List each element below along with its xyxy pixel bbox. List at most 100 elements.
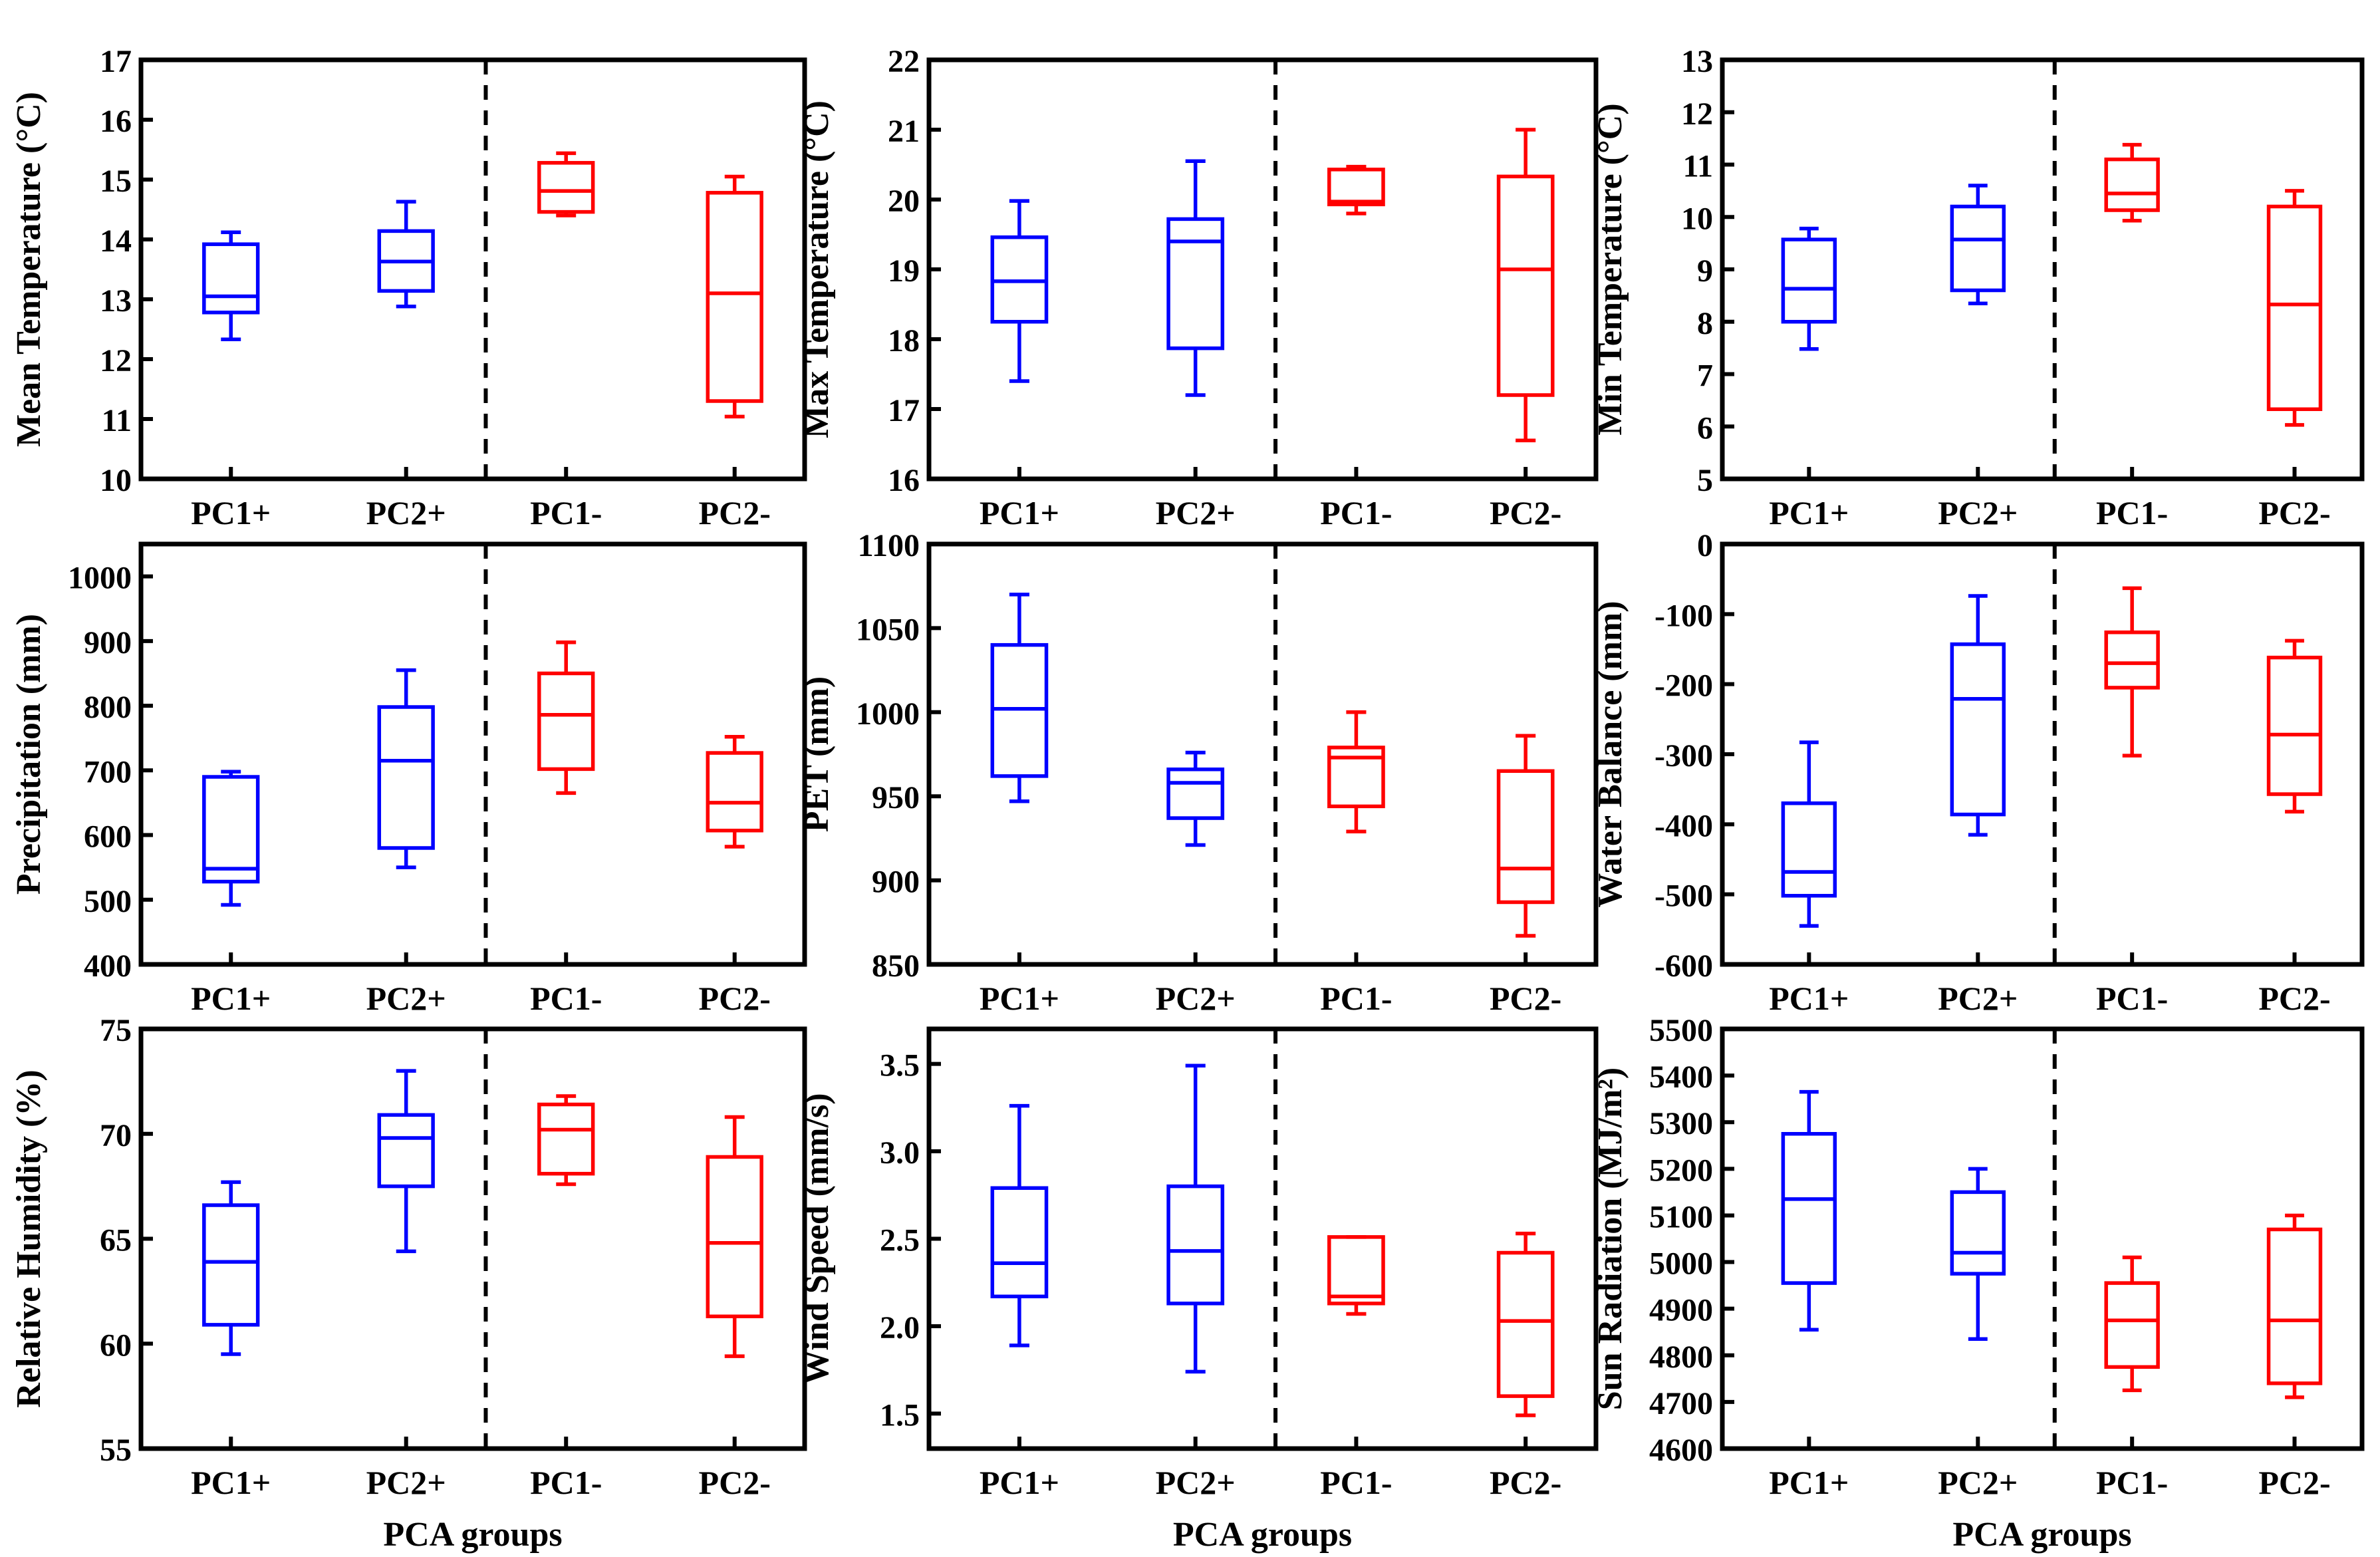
x-tick-label: PC1-: [1320, 494, 1392, 531]
x-tick-label: PC1-: [530, 980, 602, 1017]
y-axis-label: Wind Speed (mm/s): [798, 1093, 836, 1384]
x-axis-label: PCA groups: [383, 1516, 562, 1554]
y-tick-label: 75: [100, 1013, 132, 1048]
box-PC1+: [1781, 226, 1837, 351]
iqr-box: [537, 1102, 595, 1176]
x-tick-label: PC1-: [530, 1464, 602, 1501]
box-PC1+: [202, 770, 260, 907]
y-tick-label: 16: [100, 104, 132, 139]
y-tick-label: 7: [1697, 358, 1713, 394]
box-PC2-: [2266, 189, 2323, 427]
y-tick-label: 1000: [68, 561, 132, 596]
iqr-box: [706, 1155, 763, 1318]
y-tick-label: 16: [888, 463, 920, 498]
iqr-box: [202, 242, 260, 315]
y-tick-label: 13: [100, 283, 132, 319]
chart-panel-4: 400 500 600 700 800 900 1000 PC1+ PC2+ PC1- PC2- Pr…: [10, 541, 807, 1017]
box-PC2+: [1950, 1167, 2006, 1341]
iqr-box: [1781, 1132, 1837, 1285]
iqr-box: [202, 775, 260, 884]
y-tick-label: 6: [1697, 410, 1713, 446]
iqr-box: [1781, 237, 1837, 324]
iqr-box: [1781, 801, 1837, 898]
x-tick-label: PC2-: [699, 980, 771, 1017]
chart-panel-9: 4600 4700 4800 4900 5000 5100 5200 5300 5400 5500…: [1591, 1013, 2365, 1554]
y-tick-label: 10: [100, 463, 132, 498]
box-PC2-: [1496, 734, 1555, 938]
y-tick-label: 500: [84, 884, 132, 919]
box-PC2+: [377, 668, 435, 869]
y-tick-label: 20: [888, 184, 920, 219]
box-PC2+: [1950, 184, 2006, 305]
x-tick-label: PC1-: [1320, 980, 1392, 1017]
x-tick-label: PC1+: [191, 980, 271, 1017]
iqr-box: [990, 1186, 1049, 1299]
y-axis-label: Min Temperature (°C): [1591, 103, 1629, 435]
iqr-box: [1166, 217, 1225, 351]
y-tick-label: 5200: [1649, 1153, 1713, 1188]
y-tick-label: 22: [888, 44, 920, 79]
chart-panel-1: 10 11 12 13 14 15 16 17 PC1+ PC2+ PC1- PC2- Mean Tem…: [10, 44, 807, 531]
y-tick-label: -200: [1654, 668, 1713, 704]
x-tick-label: PC1+: [1769, 1464, 1849, 1501]
x-tick-label: PC2-: [699, 494, 771, 531]
iqr-box: [2266, 655, 2323, 796]
box-PC1+: [202, 1180, 260, 1356]
x-tick-label: PC2+: [1156, 1464, 1236, 1501]
y-tick-label: -300: [1654, 738, 1713, 774]
box-PC1-: [537, 1094, 595, 1187]
iqr-box: [706, 751, 763, 833]
box-PC1+: [990, 199, 1049, 383]
y-axis-label: Precipitation (mm): [10, 614, 48, 895]
y-axis-label: PET (mm): [798, 676, 836, 832]
box-PC2+: [1166, 159, 1225, 397]
iqr-box: [537, 161, 595, 214]
y-tick-label: 600: [84, 819, 132, 855]
box-PC2+: [377, 200, 435, 309]
y-tick-label: 1.5: [880, 1397, 920, 1433]
plot-frame: [138, 541, 807, 967]
y-tick-label: 950: [872, 780, 920, 815]
y-tick-label: 65: [100, 1223, 132, 1258]
y-axis-label: Water Balance (mm): [1591, 601, 1629, 907]
x-tick-label: PC2-: [699, 1464, 771, 1501]
plot-frame: [1720, 57, 2365, 482]
x-tick-label: PC2+: [366, 1464, 446, 1501]
x-tick-label: PC2-: [2258, 494, 2330, 531]
y-tick-label: 5400: [1649, 1060, 1713, 1095]
plot-frame: [138, 57, 807, 482]
iqr-box: [2266, 1227, 2323, 1385]
iqr-box: [377, 1113, 435, 1189]
x-tick-label: PC2+: [1938, 1464, 2018, 1501]
y-tick-label: 5500: [1649, 1013, 1713, 1048]
plot-frame: [138, 1026, 807, 1451]
y-tick-label: 14: [100, 223, 132, 259]
x-tick-label: PC2-: [1490, 1464, 1561, 1501]
iqr-box: [2266, 204, 2323, 412]
y-tick-label: 13: [1681, 44, 1713, 79]
y-tick-label: 3.0: [880, 1135, 920, 1171]
box-PC1-: [537, 640, 595, 795]
chart-panel-7: 55 60 65 70 75 PC1+ PC2+ PC1- PC2- Relative Humid…: [10, 1013, 807, 1554]
y-tick-label: 8: [1697, 306, 1713, 341]
y-tick-label: -400: [1654, 808, 1713, 843]
iqr-box: [1327, 168, 1385, 207]
plot-frame: [926, 1026, 1599, 1451]
x-tick-label: PC2+: [1938, 980, 2018, 1017]
y-axis-label: Relative Humidity (%): [10, 1069, 48, 1407]
chart-panel-5: 850 900 950 1000 1050 1100 PC1+ PC2+ PC1- PC2- PET…: [798, 528, 1599, 1017]
x-tick-label: PC2-: [1490, 980, 1561, 1017]
y-tick-label: 12: [100, 343, 132, 378]
box-PC2+: [377, 1069, 435, 1254]
y-tick-label: 12: [1681, 96, 1713, 132]
y-axis-label: Max Temperature (°C): [798, 100, 836, 438]
box-PC1+: [1781, 1089, 1837, 1332]
iqr-box: [202, 1203, 260, 1327]
y-tick-label: 18: [888, 323, 920, 358]
y-tick-label: 700: [84, 754, 132, 789]
x-tick-label: PC1+: [1769, 494, 1849, 531]
y-tick-label: 0: [1697, 528, 1713, 563]
iqr-box: [1496, 174, 1555, 397]
x-tick-label: PC2+: [366, 494, 446, 531]
y-tick-label: 21: [888, 114, 920, 149]
